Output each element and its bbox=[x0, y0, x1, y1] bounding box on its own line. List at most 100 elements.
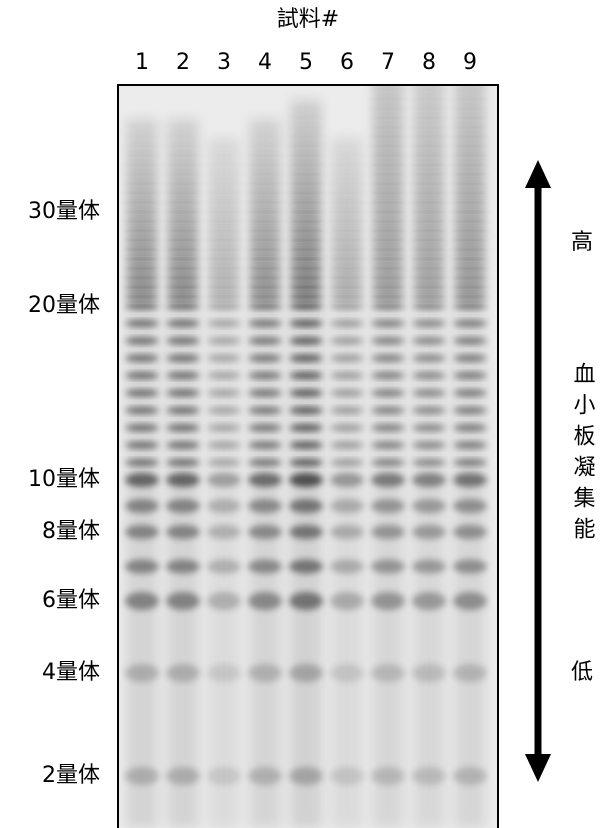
band bbox=[248, 161, 282, 169]
band bbox=[166, 152, 200, 159]
band bbox=[207, 284, 241, 291]
band bbox=[412, 302, 446, 310]
band bbox=[248, 152, 282, 159]
band bbox=[371, 161, 405, 169]
band bbox=[371, 389, 405, 397]
lane-number: 1 bbox=[135, 50, 149, 75]
band bbox=[289, 190, 323, 197]
band bbox=[207, 199, 241, 206]
band bbox=[412, 355, 446, 362]
band bbox=[166, 218, 200, 225]
band bbox=[289, 389, 323, 397]
band bbox=[248, 459, 282, 466]
band bbox=[125, 284, 159, 291]
band bbox=[166, 499, 200, 513]
band bbox=[330, 218, 364, 225]
band bbox=[289, 407, 323, 414]
band bbox=[289, 442, 323, 449]
band bbox=[412, 199, 446, 206]
band bbox=[248, 302, 282, 310]
band bbox=[248, 337, 282, 344]
band bbox=[289, 355, 323, 362]
band bbox=[289, 274, 323, 281]
band bbox=[371, 559, 405, 574]
band bbox=[453, 40, 487, 46]
band bbox=[125, 124, 159, 130]
band bbox=[371, 218, 405, 225]
band bbox=[207, 161, 241, 169]
band bbox=[330, 274, 364, 281]
band bbox=[125, 171, 159, 178]
band bbox=[412, 372, 446, 379]
band bbox=[330, 767, 364, 785]
band bbox=[330, 161, 364, 169]
band bbox=[248, 265, 282, 272]
band bbox=[207, 320, 241, 327]
band bbox=[125, 161, 159, 169]
band bbox=[166, 407, 200, 414]
band bbox=[248, 190, 282, 197]
band bbox=[248, 499, 282, 513]
band bbox=[248, 407, 282, 414]
band bbox=[207, 442, 241, 449]
band bbox=[125, 355, 159, 362]
band bbox=[289, 227, 323, 234]
band bbox=[248, 320, 282, 327]
band bbox=[412, 152, 446, 159]
band bbox=[207, 337, 241, 344]
lane-number: 3 bbox=[217, 50, 231, 75]
size-marker: 8量体 bbox=[42, 519, 100, 544]
band bbox=[412, 442, 446, 449]
band bbox=[453, 284, 487, 291]
band bbox=[412, 40, 446, 46]
band bbox=[207, 389, 241, 397]
band bbox=[371, 208, 405, 216]
band bbox=[371, 190, 405, 197]
band bbox=[412, 30, 446, 36]
band bbox=[371, 143, 405, 150]
band bbox=[412, 473, 446, 487]
band bbox=[453, 525, 487, 539]
band bbox=[412, 337, 446, 344]
band bbox=[125, 592, 159, 610]
band bbox=[412, 237, 446, 244]
band bbox=[248, 473, 282, 487]
band bbox=[330, 143, 364, 149]
band bbox=[330, 171, 364, 178]
low-label: 低 bbox=[571, 660, 593, 685]
band bbox=[166, 199, 200, 206]
band bbox=[453, 664, 487, 682]
band bbox=[371, 124, 405, 131]
band bbox=[248, 372, 282, 379]
band bbox=[207, 171, 241, 178]
band bbox=[248, 293, 282, 300]
band bbox=[453, 293, 487, 300]
band bbox=[125, 473, 159, 487]
band bbox=[207, 208, 241, 216]
band bbox=[125, 208, 159, 216]
lane-number: 5 bbox=[299, 50, 313, 75]
band bbox=[412, 161, 446, 169]
band bbox=[453, 114, 487, 122]
band bbox=[166, 355, 200, 362]
band bbox=[453, 86, 487, 94]
band bbox=[125, 255, 159, 263]
band bbox=[289, 133, 323, 140]
band bbox=[453, 199, 487, 206]
lane-number: 6 bbox=[340, 50, 354, 75]
band bbox=[371, 237, 405, 244]
band bbox=[412, 592, 446, 610]
band bbox=[330, 208, 364, 216]
band bbox=[371, 442, 405, 449]
band bbox=[371, 180, 405, 187]
band bbox=[207, 218, 241, 225]
band bbox=[207, 767, 241, 785]
band bbox=[330, 499, 364, 513]
band bbox=[289, 337, 323, 344]
band bbox=[412, 133, 446, 140]
band bbox=[330, 337, 364, 344]
band bbox=[166, 133, 200, 140]
band bbox=[330, 246, 364, 253]
band bbox=[453, 30, 487, 36]
